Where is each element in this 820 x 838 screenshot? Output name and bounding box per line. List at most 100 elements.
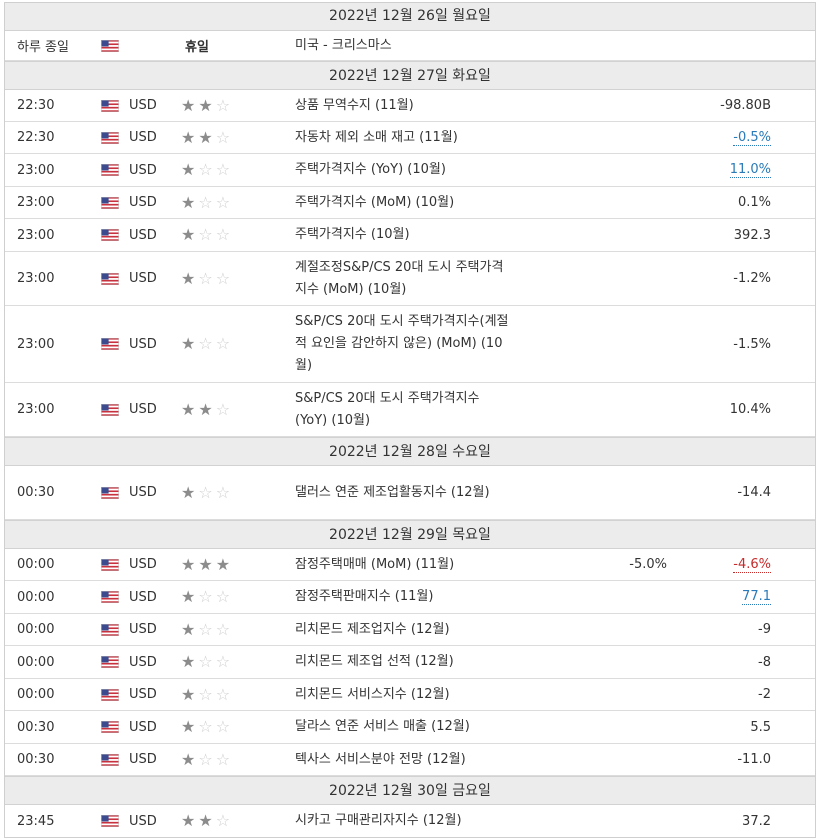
previous-value xyxy=(595,466,667,519)
event-row[interactable]: 00:00 USD ★ ★ ★ 잠정주택매매 (MoM) (11월) -5.0% -4.6% xyxy=(5,549,815,581)
us-flag-icon xyxy=(101,187,119,218)
previous-value xyxy=(595,219,667,251)
importance-stars: ★ ☆ ☆ xyxy=(181,306,230,382)
event-name[interactable]: 리치몬드 제조업지수 (12월) xyxy=(295,621,450,637)
actual-value: 77.1 xyxy=(685,581,771,613)
actual-value-text: -4.6% xyxy=(733,556,771,573)
event-name[interactable]: 댈러스 연준 제조업활동지수 (12월) xyxy=(295,484,490,500)
actual-value-text: -11.0 xyxy=(737,752,771,767)
importance-stars: ★ ☆ ☆ xyxy=(181,219,230,251)
previous-value xyxy=(595,90,667,121)
star-filled-icon: ★ xyxy=(181,482,196,502)
event-name[interactable]: 주택가격지수 (10월) xyxy=(295,227,410,242)
importance-stars: ★ ★ ☆ xyxy=(181,805,230,837)
day-header: 2022년 12월 30일 금요일 xyxy=(5,776,815,805)
event-name[interactable]: 자동차 제외 소매 재고 (11월) xyxy=(295,129,458,145)
event-row[interactable]: 22:30 USD ★ ★ ☆ 자동차 제외 소매 재고 (11월) -0.5% xyxy=(5,122,815,154)
event-row[interactable]: 23:00 USD ★ ☆ ☆ 계절조정S&P/CS 20대 도시 주택가격지수 (MoM… xyxy=(5,252,815,306)
star-filled-icon: ★ xyxy=(181,652,196,671)
importance-stars: ★ ★ ☆ xyxy=(181,90,230,121)
importance-stars: ★ ☆ ☆ xyxy=(181,646,230,678)
event-name[interactable]: 잠정주택매매 (MoM) (11월) xyxy=(295,556,455,572)
star-filled-icon: ★ xyxy=(215,554,231,574)
actual-value: -98.80B xyxy=(685,90,771,121)
event-row[interactable]: 23:00 USD ★ ☆ ☆ 주택가격지수 (10월) 392.3 xyxy=(5,219,815,252)
us-flag-icon xyxy=(101,679,119,710)
currency-code: USD xyxy=(129,227,157,243)
star-empty-icon: ☆ xyxy=(215,95,231,115)
event-row[interactable]: 00:30 USD ★ ☆ ☆ 텍사스 서비스분야 전망 (12월) -11.0 xyxy=(5,744,815,776)
event-row[interactable]: 00:30 USD ★ ☆ ☆ 댈러스 연준 제조업활동지수 (12월) -14.4 xyxy=(5,466,815,520)
star-empty-icon: ☆ xyxy=(215,399,231,419)
actual-value: -4.6% xyxy=(685,549,771,580)
us-flag-icon xyxy=(101,466,119,519)
importance-stars: ★ ☆ ☆ xyxy=(181,614,230,645)
event-name[interactable]: 달라스 연준 서비스 매출 (12월) xyxy=(295,719,470,734)
actual-value-text: -8 xyxy=(758,654,771,670)
star-empty-icon: ☆ xyxy=(198,334,213,353)
us-flag-icon xyxy=(101,122,119,153)
actual-value-text: 0.1% xyxy=(737,195,771,210)
us-flag-icon xyxy=(101,306,119,382)
actual-value-text: -14.4 xyxy=(737,485,771,500)
star-empty-icon: ☆ xyxy=(215,811,231,830)
event-row[interactable]: 00:00 USD ★ ☆ ☆ 리치몬드 제조업지수 (12월) -9 xyxy=(5,614,815,646)
event-name[interactable]: 잠정주택판매지수 (11월) xyxy=(295,589,434,604)
currency-code: USD xyxy=(129,687,157,702)
event-name[interactable]: S&P/CS 20대 도시 주택가격지수 (YoY) (10월) xyxy=(295,390,480,428)
event-name[interactable]: 주택가격지수 (YoY) (10월) xyxy=(295,162,446,177)
event-time: 23:00 xyxy=(17,195,55,210)
currency-code: USD xyxy=(129,654,157,670)
previous-value xyxy=(595,805,667,837)
us-flag-icon xyxy=(101,805,119,837)
star-empty-icon: ☆ xyxy=(215,268,231,288)
star-empty-icon: ☆ xyxy=(198,160,213,179)
event-row[interactable]: 00:30 USD ★ ☆ ☆ 달라스 연준 서비스 매출 (12월) 5.5 xyxy=(5,711,815,744)
star-empty-icon: ☆ xyxy=(198,192,213,212)
event-name[interactable]: 상품 무역수지 (11월) xyxy=(295,97,414,113)
event-row[interactable]: 23:00 USD ★ ☆ ☆ S&P/CS 20대 도시 주택가격지수(계절적 요인을 … xyxy=(5,306,815,383)
star-filled-icon: ★ xyxy=(181,127,196,147)
us-flag-icon xyxy=(101,90,119,121)
importance-stars: ★ ☆ ☆ xyxy=(181,252,230,305)
event-name[interactable]: 계절조정S&P/CS 20대 도시 주택가격지수 (MoM) (10월) xyxy=(295,259,504,297)
event-name[interactable]: 텍사스 서비스분야 전망 (12월) xyxy=(295,751,466,767)
previous-value xyxy=(595,581,667,613)
previous-value xyxy=(595,744,667,775)
star-empty-icon: ☆ xyxy=(198,749,213,769)
actual-value: -0.5% xyxy=(685,122,771,153)
event-row[interactable]: 23:45 USD ★ ★ ☆ 시카고 구매관리자지수 (12월) 37.2 xyxy=(5,805,815,837)
event-name[interactable]: 주택가격지수 (MoM) (10월) xyxy=(295,194,455,210)
star-empty-icon: ☆ xyxy=(215,684,231,704)
star-filled-icon: ★ xyxy=(198,554,213,574)
actual-value: 392.3 xyxy=(685,219,771,251)
event-row[interactable]: 23:00 USD ★ ☆ ☆ 주택가격지수 (MoM) (10월) 0.1% xyxy=(5,187,815,219)
event-name[interactable]: 시카고 구매관리자지수 (12월) xyxy=(295,813,462,828)
star-filled-icon: ★ xyxy=(181,160,196,179)
event-row[interactable]: 00:00 USD ★ ☆ ☆ 리치몬드 제조업 선적 (12월) -8 xyxy=(5,646,815,679)
star-filled-icon: ★ xyxy=(181,684,196,704)
event-name[interactable]: S&P/CS 20대 도시 주택가격지수(계절적 요인을 감안하지 않은) (M… xyxy=(295,314,509,373)
actual-value-text: 77.1 xyxy=(742,589,771,605)
event-row[interactable]: 22:30 USD ★ ★ ☆ 상품 무역수지 (11월) -98.80B xyxy=(5,90,815,122)
star-empty-icon: ☆ xyxy=(198,684,213,704)
actual-value-text: 5.5 xyxy=(750,719,771,735)
currency-code: USD xyxy=(129,589,157,605)
previous-value xyxy=(595,711,667,743)
importance-stars: ★ ☆ ☆ xyxy=(181,581,230,613)
event-name[interactable]: 리치몬드 서비스지수 (12월) xyxy=(295,686,450,702)
event-row[interactable]: 23:00 USD ★ ☆ ☆ 주택가격지수 (YoY) (10월) 11.0% xyxy=(5,154,815,187)
event-row[interactable]: 00:00 USD ★ ☆ ☆ 리치몬드 서비스지수 (12월) -2 xyxy=(5,679,815,711)
event-name[interactable]: 리치몬드 제조업 선적 (12월) xyxy=(295,654,454,669)
actual-value: 10.4% xyxy=(685,383,771,436)
event-row[interactable]: 00:00 USD ★ ☆ ☆ 잠정주택판매지수 (11월) 77.1 xyxy=(5,581,815,614)
event-time: 23:45 xyxy=(17,813,55,829)
star-empty-icon: ☆ xyxy=(215,225,231,244)
holiday-name[interactable]: 미국 - 크리스마스 xyxy=(295,37,392,53)
star-filled-icon: ★ xyxy=(181,268,196,288)
day-header: 2022년 12월 27일 화요일 xyxy=(5,61,815,90)
event-row[interactable]: 23:00 USD ★ ★ ☆ S&P/CS 20대 도시 주택가격지수 (YoY) (1… xyxy=(5,383,815,437)
star-empty-icon: ☆ xyxy=(215,652,231,671)
star-empty-icon: ☆ xyxy=(215,749,231,769)
actual-value: -1.5% xyxy=(685,306,771,382)
